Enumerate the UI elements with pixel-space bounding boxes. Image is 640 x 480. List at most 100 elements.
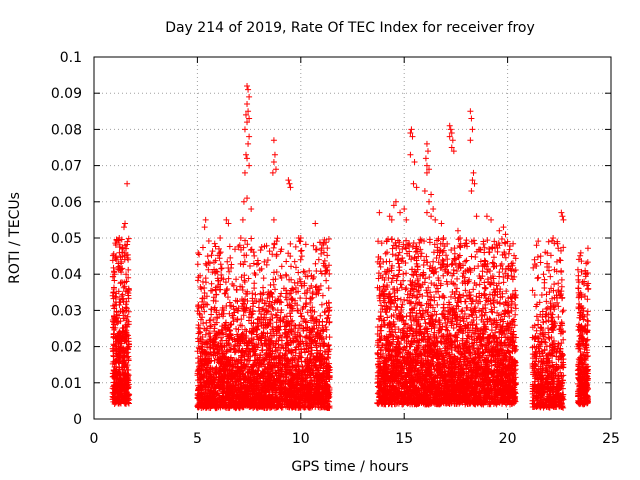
- data-point: [232, 348, 239, 355]
- data-point: [110, 264, 117, 271]
- data-point: [109, 252, 116, 259]
- data-point: [117, 267, 124, 274]
- data-point: [122, 400, 129, 407]
- data-point: [125, 346, 132, 353]
- data-point: [258, 243, 265, 250]
- data-point: [121, 361, 128, 368]
- data-point: [115, 318, 122, 325]
- data-point: [119, 296, 126, 303]
- data-point: [268, 311, 275, 318]
- data-point: [125, 235, 132, 242]
- data-point: [121, 390, 128, 397]
- data-point: [120, 347, 127, 354]
- data-point: [109, 292, 116, 299]
- data-point: [211, 240, 218, 247]
- data-point: [205, 266, 212, 273]
- data-point: [123, 278, 130, 285]
- data-point: [116, 366, 123, 373]
- data-point: [194, 261, 201, 268]
- data-point: [110, 295, 117, 302]
- data-point: [124, 313, 131, 320]
- data-point: [294, 307, 301, 314]
- data-point: [122, 304, 129, 311]
- data-point: [278, 290, 285, 297]
- data-point: [251, 252, 258, 259]
- data-point: [117, 375, 124, 382]
- data-point: [222, 290, 229, 297]
- data-point: [125, 367, 132, 374]
- data-point: [251, 280, 258, 287]
- data-point: [125, 332, 132, 339]
- data-point: [115, 380, 122, 387]
- data-point: [278, 263, 285, 270]
- data-point: [300, 268, 307, 275]
- data-point: [222, 279, 229, 286]
- data-point: [112, 242, 119, 249]
- data-point: [123, 393, 130, 400]
- data-point: [110, 353, 117, 360]
- data-point: [248, 235, 255, 242]
- data-point: [110, 330, 117, 337]
- data-point: [113, 356, 120, 363]
- data-point: [270, 306, 277, 313]
- data-point: [113, 386, 120, 393]
- data-point: [115, 393, 122, 400]
- data-points: [109, 82, 592, 412]
- data-point: [125, 341, 132, 348]
- data-point: [116, 244, 123, 251]
- data-point: [205, 237, 212, 244]
- data-point: [211, 325, 218, 332]
- data-point: [199, 244, 206, 251]
- data-point: [110, 286, 117, 293]
- data-point: [119, 308, 126, 315]
- data-point: [113, 309, 120, 316]
- data-point: [264, 295, 271, 302]
- data-point: [124, 288, 131, 295]
- data-point: [324, 315, 331, 322]
- data-point: [301, 269, 308, 276]
- data-point: [111, 268, 118, 275]
- data-point: [125, 274, 132, 281]
- data-point: [119, 291, 126, 298]
- data-point: [325, 236, 332, 243]
- data-point: [111, 313, 118, 320]
- data-point: [197, 316, 204, 323]
- data-point: [244, 241, 251, 248]
- data-point: [116, 333, 123, 340]
- data-point: [113, 301, 120, 308]
- data-point: [260, 284, 267, 291]
- data-point: [122, 323, 129, 330]
- data-point: [115, 237, 122, 244]
- data-point: [117, 254, 124, 261]
- data-point: [125, 377, 132, 384]
- data-point: [242, 237, 249, 244]
- data-point: [112, 379, 119, 386]
- data-point: [121, 386, 128, 393]
- data-point: [111, 382, 118, 389]
- data-point: [116, 299, 123, 306]
- data-point: [123, 381, 130, 388]
- data-point: [110, 358, 117, 365]
- data-point: [312, 246, 319, 253]
- data-point: [110, 347, 117, 354]
- data-point: [118, 279, 125, 286]
- data-point: [112, 343, 119, 350]
- data-point: [226, 310, 233, 317]
- data-point: [125, 318, 132, 325]
- data-point: [237, 260, 244, 267]
- data-point: [125, 295, 132, 302]
- data-point: [315, 256, 322, 263]
- data-point: [116, 249, 123, 256]
- data-point: [111, 277, 118, 284]
- data-point: [117, 385, 124, 392]
- data-point: [122, 370, 129, 377]
- data-point: [120, 284, 127, 291]
- data-point: [239, 330, 246, 337]
- data-point: [297, 295, 304, 302]
- data-point: [302, 241, 309, 248]
- data-point: [125, 266, 132, 273]
- data-point: [269, 323, 276, 330]
- data-point: [121, 315, 128, 322]
- data-point: [239, 287, 246, 294]
